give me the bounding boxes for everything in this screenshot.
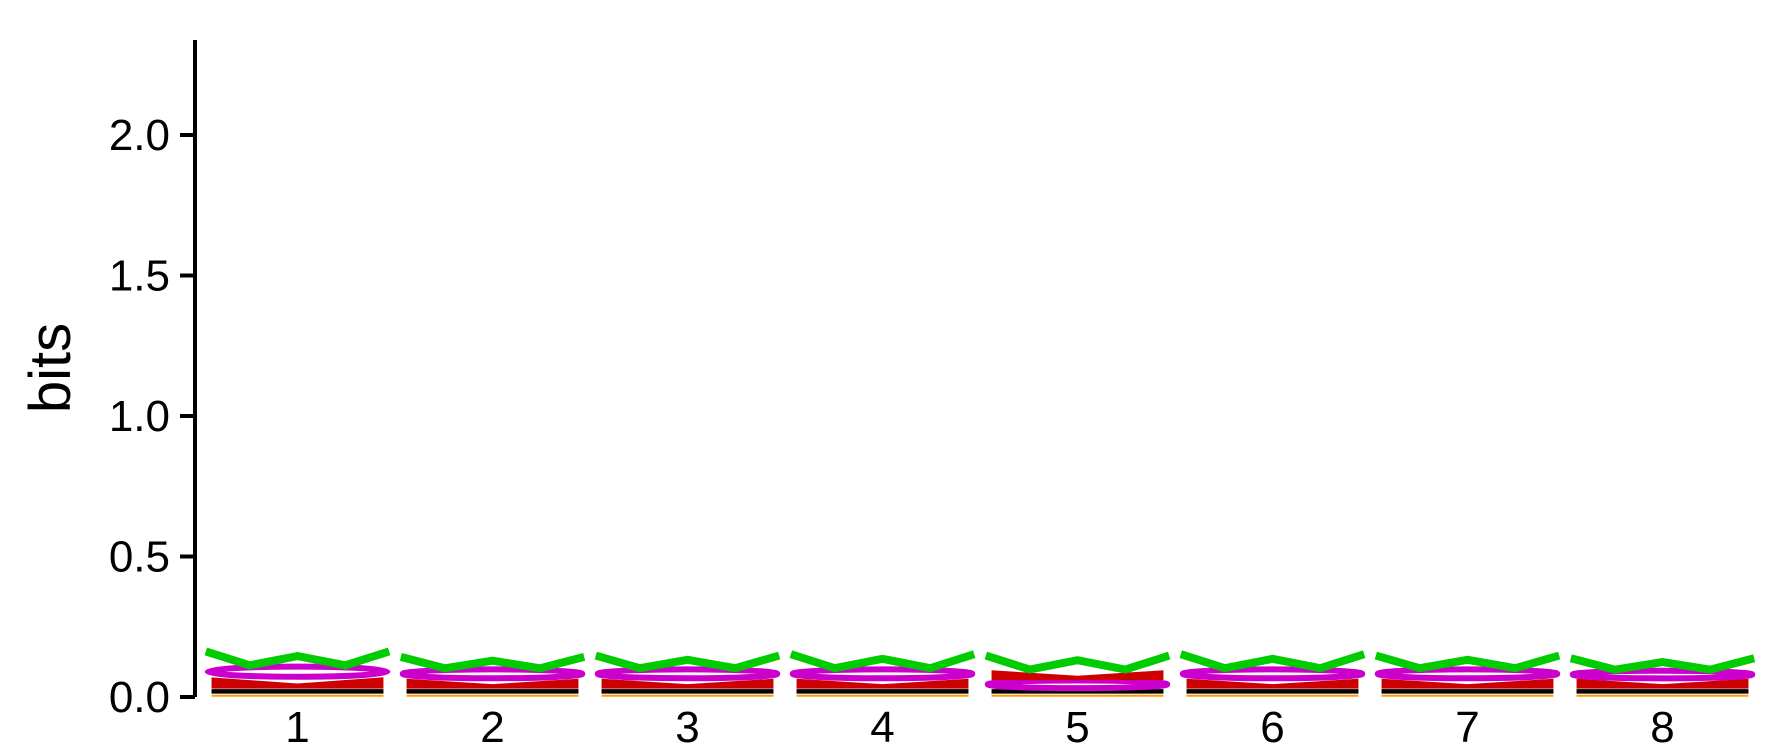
logo-letter-U xyxy=(601,694,774,697)
y-tick-label: 0.0 xyxy=(109,673,170,722)
logo-marks xyxy=(206,651,1754,696)
logo-letter-U xyxy=(211,694,384,697)
x-axis-tick-labels: 1 2 3 4 5 6 7 8 xyxy=(285,703,1674,752)
logo-letter-M xyxy=(1576,678,1749,689)
logo-letter-M xyxy=(1381,678,1554,689)
logo-letter-S xyxy=(406,689,579,694)
x-tick-label: 6 xyxy=(1260,703,1284,752)
x-tick-label: 8 xyxy=(1650,703,1674,752)
logo-letter-U xyxy=(1186,694,1359,697)
logo-letter-S xyxy=(991,689,1164,694)
y-tick-label: 1.0 xyxy=(109,392,170,441)
logo-letter-M xyxy=(991,670,1164,681)
logo-letter-O xyxy=(208,667,388,677)
logo-letter-W xyxy=(791,654,974,668)
logo-letter-M xyxy=(796,678,969,689)
logo-letter-W xyxy=(986,656,1169,670)
logo-letter-U xyxy=(796,694,969,697)
logo-letter-U xyxy=(991,694,1164,697)
x-tick-label: 7 xyxy=(1455,703,1479,752)
y-axis-ticks: 0.0 0.5 1.0 1.5 2.0 xyxy=(109,111,195,722)
logo-letter-O xyxy=(403,669,583,678)
logo-letter-O xyxy=(1378,669,1558,678)
logo-letter-O xyxy=(1573,671,1753,679)
logo-letter-W xyxy=(1376,656,1559,669)
x-tick-label: 1 xyxy=(285,703,309,752)
logo-letter-W xyxy=(401,657,584,668)
logo-letter-M xyxy=(1186,678,1359,689)
logo-letter-S xyxy=(1186,689,1359,694)
logo-letter-O xyxy=(793,669,973,678)
y-axis-label: bits xyxy=(18,323,83,413)
logo-letter-U xyxy=(1381,694,1554,697)
x-tick-label: 2 xyxy=(480,703,504,752)
x-tick-label: 3 xyxy=(675,703,699,752)
logo-letter-U xyxy=(1576,694,1749,697)
logo-letter-W xyxy=(206,651,389,665)
logo-letter-S xyxy=(1381,689,1554,694)
logo-letter-W xyxy=(1181,654,1364,668)
logo-letter-U xyxy=(406,694,579,697)
logo-letter-O xyxy=(598,669,778,678)
logo-letter-M xyxy=(406,678,579,689)
logo-letter-O xyxy=(988,681,1168,689)
y-tick-label: 2.0 xyxy=(109,111,170,160)
logo-letter-S xyxy=(796,689,969,694)
logo-letter-M xyxy=(601,678,774,689)
logo-letter-W xyxy=(596,656,779,669)
logo-letter-S xyxy=(601,689,774,694)
logo-letter-M xyxy=(211,677,384,689)
x-tick-label: 5 xyxy=(1065,703,1089,752)
logo-letter-W xyxy=(1571,658,1754,669)
logo-letter-S xyxy=(1576,689,1749,694)
x-tick-label: 4 xyxy=(870,703,894,752)
logo-letter-S xyxy=(211,689,384,694)
y-tick-label: 0.5 xyxy=(109,533,170,582)
y-tick-label: 1.5 xyxy=(109,252,170,301)
logo-letter-O xyxy=(1183,669,1363,678)
